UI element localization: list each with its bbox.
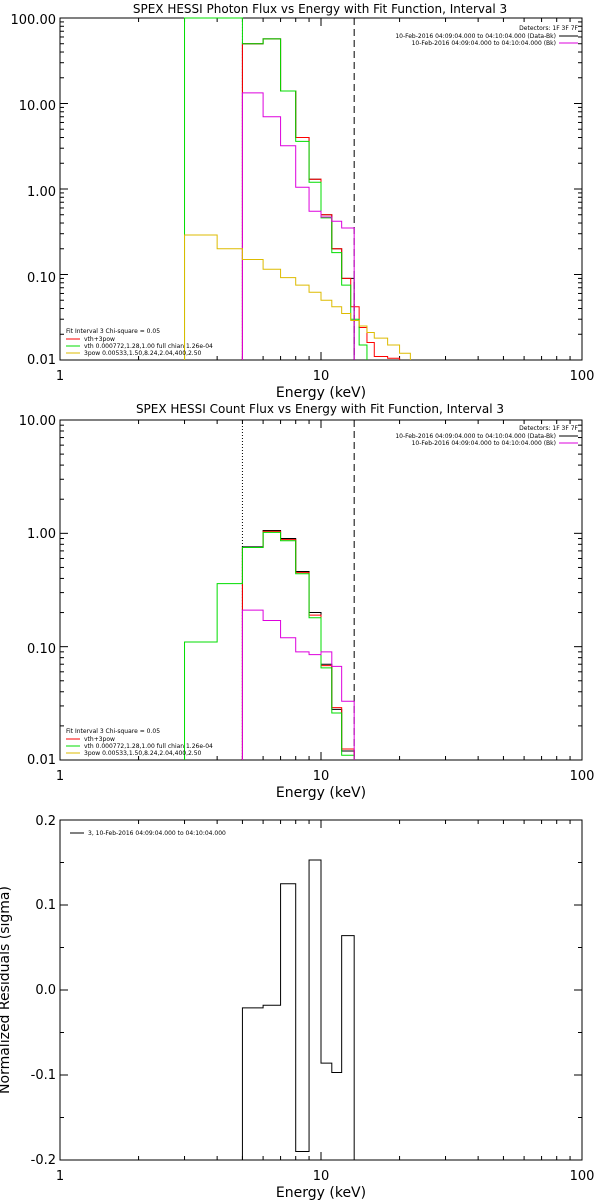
photon-flux-legend-fit: Fit Interval 3 Chi-square = 0.05 — [66, 328, 160, 335]
photon-flux-series-2 — [184, 17, 368, 360]
count-flux-legend-right: Detectors: 1F 3F 7F 10-Feb-2016 04:09:04… — [395, 425, 578, 447]
residuals-xtick-label: 1 — [56, 1169, 64, 1184]
residuals-legend: 3, 10-Feb-2016 04:09:04.000 to 04:10:04.… — [70, 830, 226, 837]
residuals-series-0 — [241, 859, 355, 1160]
count-flux-series-3 — [241, 609, 355, 760]
count-flux-panel: SPEX HESSI Count Flux vs Energy with Fit… — [19, 402, 595, 801]
photon-flux-ytick-label: 1.00 — [27, 185, 56, 200]
count-flux-legend-fit: Fit Interval 3 Chi-square = 0.05 — [66, 728, 160, 735]
residuals-ytick-label: 0.0 — [35, 983, 56, 998]
count-flux-legend-entry: vth+3pow — [84, 736, 115, 743]
photon-flux-ytick-label: 10.00 — [19, 99, 56, 114]
photon-flux-title: SPEX HESSI Photon Flux vs Energy with Fi… — [133, 2, 507, 16]
photon-flux-xtick-label: 100 — [570, 369, 595, 384]
residuals-ytick-label: -0.1 — [31, 1068, 56, 1083]
count-flux-xtick-label: 1 — [56, 769, 64, 784]
count-flux-fit-range-lines — [241, 420, 355, 760]
photon-flux-legend-right: Detectors: 1F 3F 7F 10-Feb-2016 04:09:04… — [395, 25, 578, 47]
count-flux-ytick-label: 1.00 — [27, 527, 56, 542]
count-flux-ytick-label: 0.01 — [27, 753, 56, 768]
photon-flux-xtick-label: 1 — [56, 369, 64, 384]
photon-flux-xaxis-label: Energy (keV) — [276, 385, 366, 401]
count-flux-legend-entry: 10-Feb-2016 04:09:04.000 to 04:10:04.000… — [412, 440, 556, 447]
photon-flux-legend-left: Fit Interval 3 Chi-square = 0.05 vth+3po… — [66, 328, 213, 357]
photon-flux-legend-entry: 10-Feb-2016 04:09:04.000 to 04:10:04.000… — [412, 40, 556, 47]
count-flux-legend-detectors: Detectors: 1F 3F 7F — [519, 425, 578, 432]
residuals-yaxis-label: Normalized Residuals (sigma) — [0, 886, 13, 1094]
count-flux-ytick-label: 10.00 — [19, 414, 56, 429]
count-flux-tick-marks — [59, 420, 582, 761]
count-flux-xtick-label: 100 — [570, 769, 595, 784]
residuals-ytick-label: -0.2 — [31, 1153, 56, 1168]
photon-flux-legend-entry: vth+3pow — [84, 336, 115, 343]
count-flux-ytick-label: 0.10 — [27, 642, 56, 657]
count-flux-legend-entry: 10-Feb-2016 04:09:04.000 to 04:10:04.000… — [395, 433, 556, 440]
photon-flux-legend-entry: 10-Feb-2016 04:09:04.000 to 04:10:04.000… — [395, 33, 556, 40]
photon-flux-xtick-label: 10 — [313, 369, 330, 384]
residuals-xaxis-label: Energy (keV) — [276, 1185, 366, 1200]
count-flux-legend-entry: vth 0.000772,1.28,1.00 full chian 1.26e-… — [84, 743, 213, 750]
photon-flux-ytick-label: 100.00 — [11, 13, 57, 28]
photon-flux-ytick-label: 0.10 — [27, 271, 56, 286]
residuals-tick-marks — [59, 819, 582, 1161]
photon-flux-series — [184, 17, 411, 360]
residuals-ytick-label: 0.2 — [35, 814, 56, 829]
residuals-panel: -0.2 -0.1 0.0 0.1 0.2 1 10 100 Energy (k… — [0, 814, 594, 1200]
photon-flux-series-3 — [241, 92, 355, 360]
photon-flux-panel: SPEX HESSI Photon Flux vs Energy with Fi… — [11, 2, 595, 401]
count-flux-title: SPEX HESSI Count Flux vs Energy with Fit… — [136, 402, 504, 416]
residuals-series — [241, 859, 355, 1160]
photon-flux-series-4 — [184, 234, 411, 360]
photon-flux-legend-entry: 3pow 0.00533,1.50,8.24,2.04,400,2.50 — [84, 350, 202, 357]
count-flux-xtick-label: 10 — [313, 769, 330, 784]
count-flux-xaxis-label: Energy (keV) — [276, 785, 366, 801]
residuals-ytick-label: 0.1 — [35, 898, 56, 913]
count-flux-series-2 — [184, 531, 355, 760]
photon-flux-ytick-label: 0.01 — [27, 353, 56, 368]
photon-flux-legend-entry: vth 0.000772,1.28,1.00 full chian 1.26e-… — [84, 343, 213, 350]
count-flux-legend-entry: 3pow 0.00533,1.50,8.24,2.04,400,2.50 — [84, 750, 202, 757]
photon-flux-legend-detectors: Detectors: 1F 3F 7F — [519, 25, 578, 32]
count-flux-series — [184, 529, 355, 760]
residuals-legend-entry: 3, 10-Feb-2016 04:09:04.000 to 04:10:04.… — [88, 830, 226, 837]
residuals-xtick-label: 100 — [570, 1169, 595, 1184]
residuals-xtick-label: 10 — [313, 1169, 330, 1184]
count-flux-legend-left: Fit Interval 3 Chi-square = 0.05 vth+3po… — [66, 728, 213, 757]
